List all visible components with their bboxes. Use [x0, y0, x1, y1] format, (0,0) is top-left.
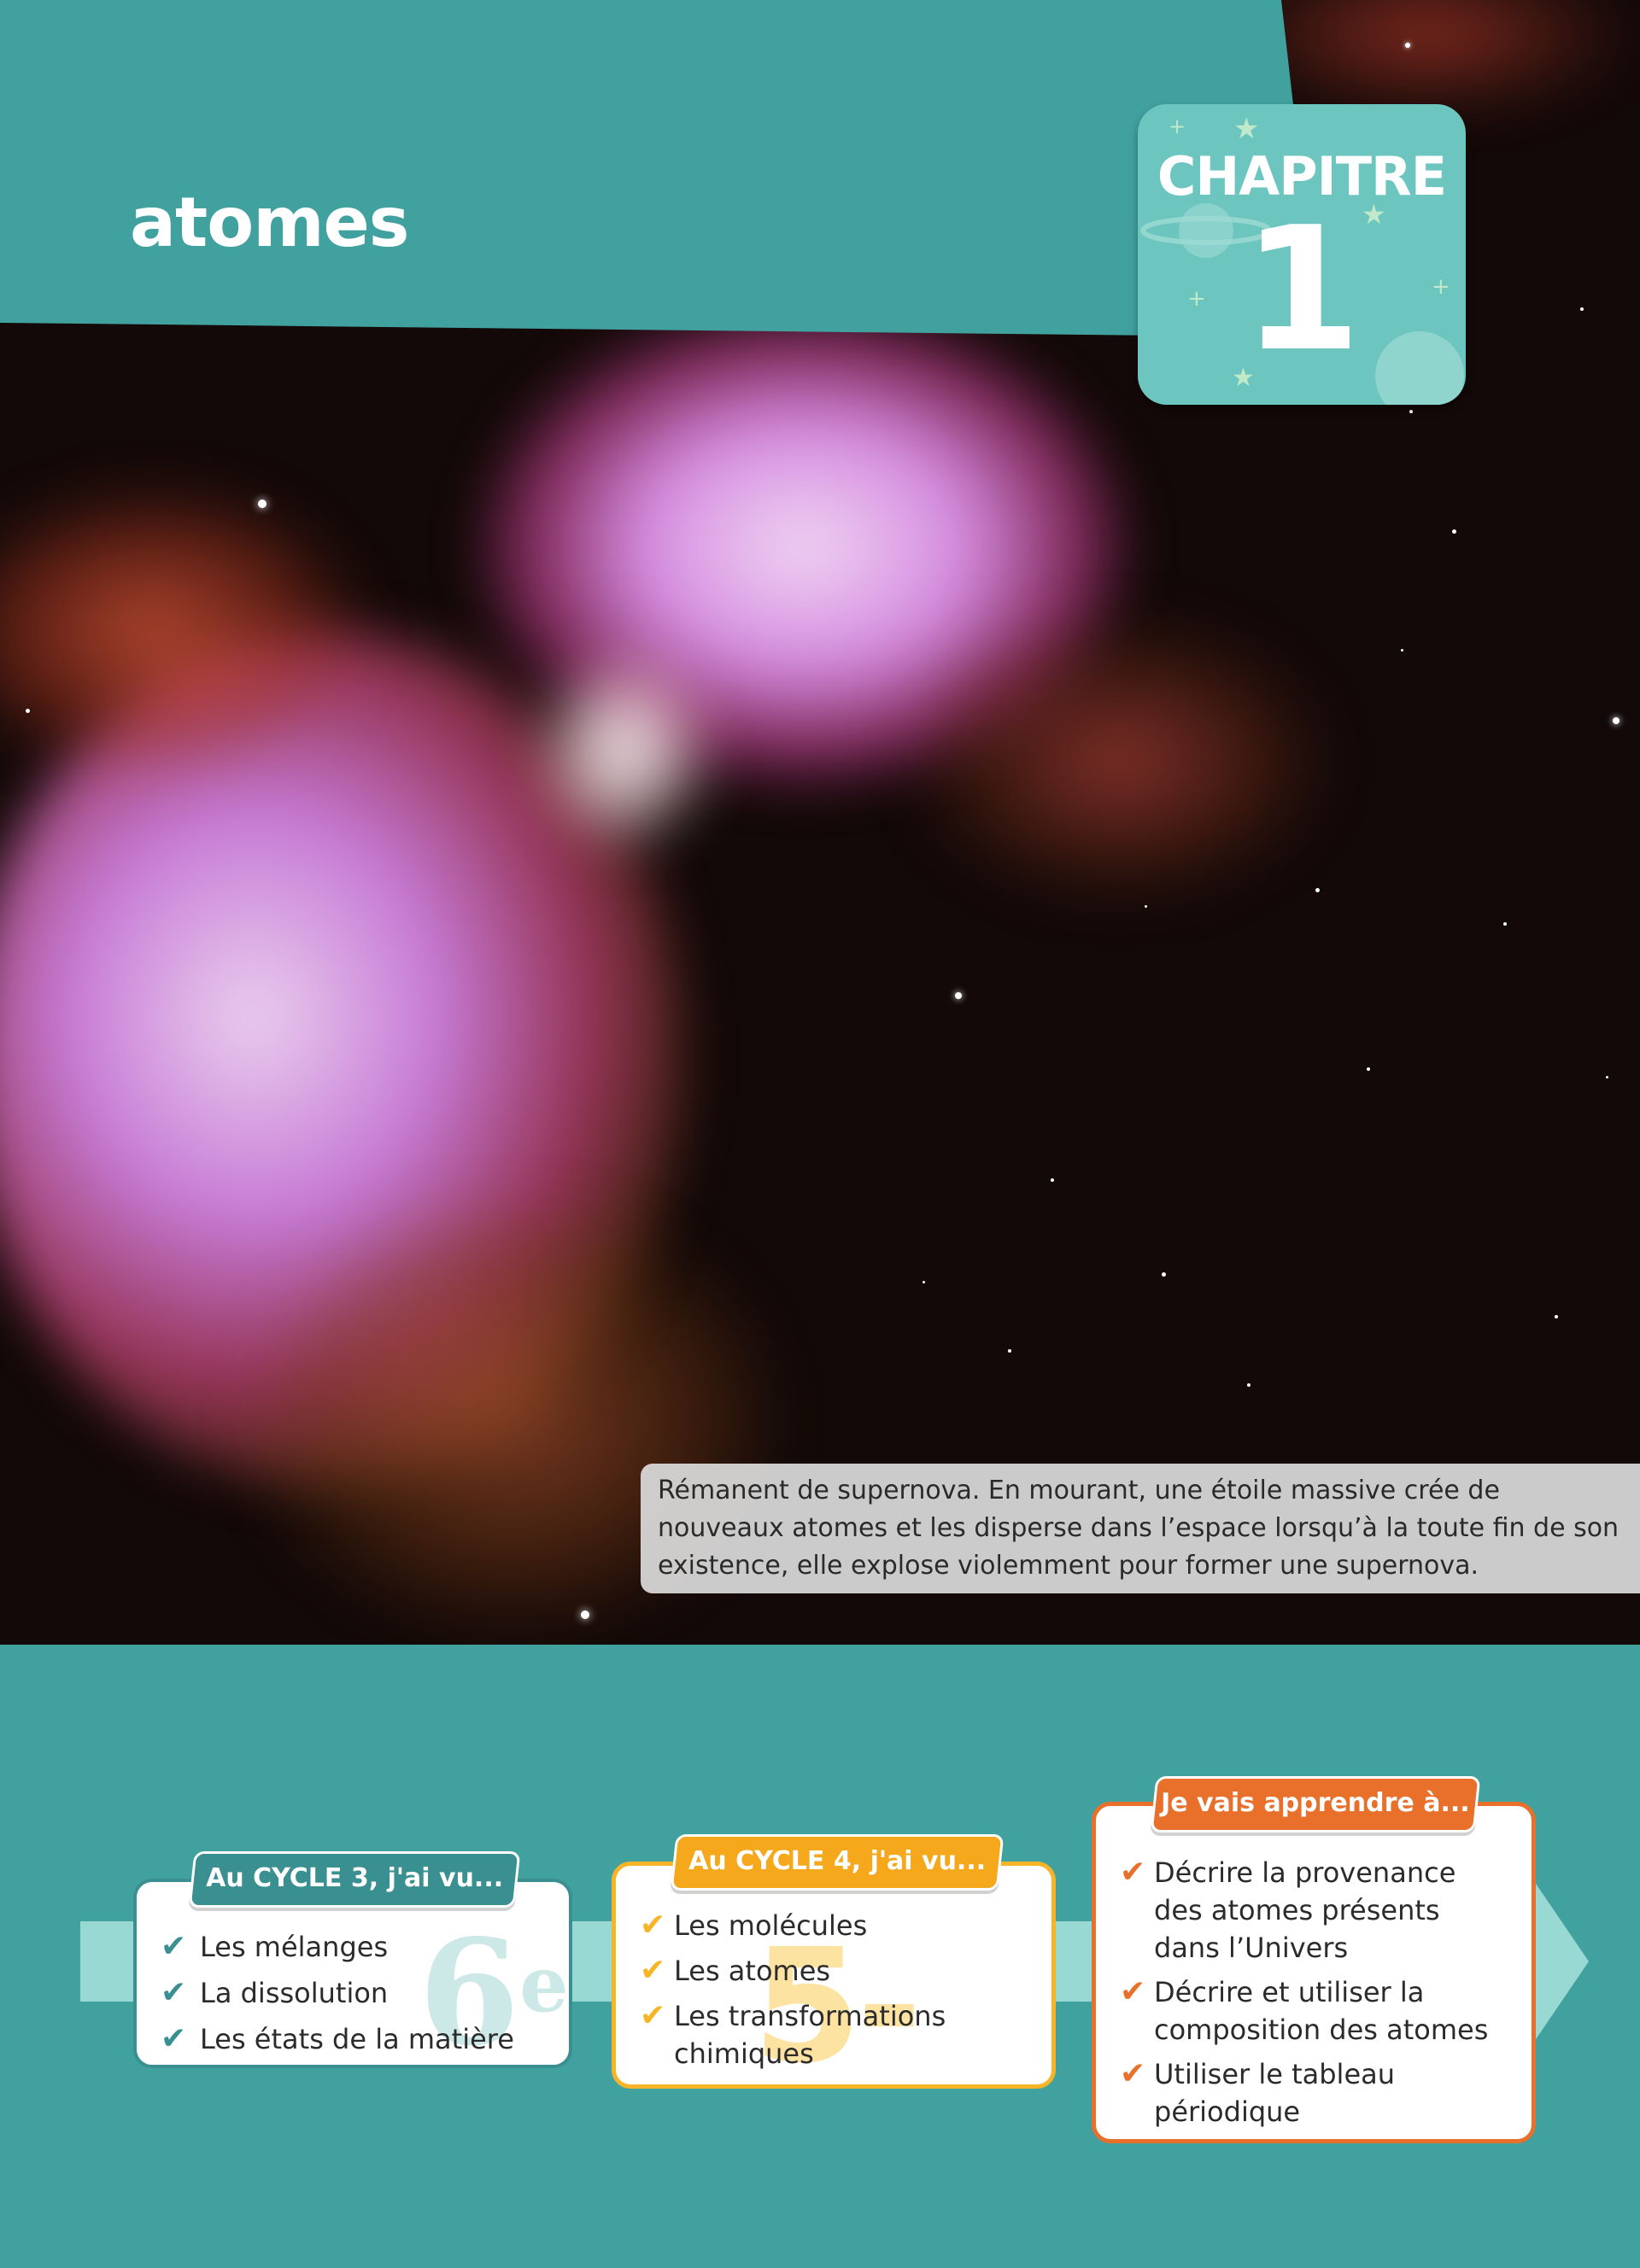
star — [1606, 1076, 1608, 1078]
list-item-text: Décrire la provenance des atomes présent… — [1154, 1856, 1456, 1964]
check-icon: ✔ — [1120, 2056, 1146, 2091]
cycle4-tab-label: Au CYCLE 4, j'ai vu... — [688, 1846, 987, 1876]
learning-goals-tab: Je vais apprendre à... — [1150, 1776, 1481, 1833]
list-item: ✔ Utiliser le tableau périodique — [1120, 2055, 1532, 2131]
list-item-text: Les états de la matière — [200, 2023, 514, 2055]
list-item: ✔ Décrire la provenance des atomes présen… — [1120, 1854, 1532, 1967]
svg-text:★: ★ — [1232, 363, 1255, 393]
svg-text:+: + — [1187, 286, 1206, 312]
chapter-number: 1 — [1242, 190, 1362, 389]
cycle3-card: 6e ✔ Les mélanges ✔ La dissolution ✔ Les ét… — [133, 1879, 572, 2068]
cycle3-tab: Au CYCLE 3, j'ai vu... — [188, 1851, 521, 1908]
list-item-text: Les atomes — [674, 1955, 831, 1987]
chapter-title: atomes — [130, 183, 409, 262]
grade-5-4e-watermark: 5-4e — [753, 1926, 1051, 2084]
check-icon: ✔ — [640, 1953, 666, 1988]
star — [1401, 649, 1403, 652]
star — [258, 500, 266, 508]
list-item: ✔ Les molécules — [640, 1907, 1051, 1944]
list-item-text: Les mélanges — [200, 1931, 389, 1963]
learning-goals-tab-label: Je vais apprendre à... — [1161, 1788, 1470, 1818]
cycle4-tab: Au CYCLE 4, j'ai vu... — [670, 1834, 1004, 1891]
list-item-text: Décrire et utiliser la composition des a… — [1154, 1976, 1489, 2046]
star — [1247, 1383, 1250, 1387]
cycle4-list: ✔ Les molécules ✔ Les atomes ✔ Les transfor… — [640, 1907, 1051, 2072]
arrow-head-icon — [1532, 1879, 1589, 2044]
badge-decoration-icon: ★ ★ ★ + + + — [1140, 112, 1464, 405]
svg-text:★: ★ — [1233, 112, 1259, 146]
svg-text:+: + — [1168, 114, 1186, 138]
grade-6e-watermark: 6e — [419, 1916, 569, 2065]
star — [1555, 1315, 1558, 1318]
star — [1051, 1178, 1054, 1182]
nebula-filaments-right — [905, 615, 1332, 905]
star — [1452, 529, 1456, 534]
star — [26, 709, 30, 713]
star — [1367, 1067, 1370, 1071]
grade-suffix: e — [519, 1939, 569, 2030]
learning-goals-list: ✔ Décrire la provenance des atomes présen… — [1120, 1854, 1532, 2131]
list-item-text: Les transformations chimiques — [674, 2000, 946, 2070]
check-icon: ✔ — [161, 1929, 187, 1964]
list-item: ✔ Décrire et utiliser la composition des … — [1120, 1973, 1532, 2049]
cycle3-tab-label: Au CYCLE 3, j'ai vu... — [206, 1863, 504, 1893]
svg-text:★: ★ — [1362, 198, 1386, 231]
star — [1008, 1349, 1011, 1353]
list-item-text: Utiliser le tableau périodique — [1154, 2058, 1396, 2128]
star — [1162, 1272, 1166, 1277]
grade-number: 6 — [419, 1908, 520, 2068]
check-icon: ✔ — [640, 1998, 666, 2033]
star — [1145, 905, 1147, 908]
list-item: ✔ Les états de la matière — [161, 2020, 569, 2058]
list-item: ✔ Les atomes — [640, 1952, 1051, 1990]
list-item-text: Les molécules — [674, 1909, 868, 1942]
check-icon: ✔ — [1120, 1855, 1146, 1890]
star — [1315, 888, 1320, 892]
star — [1613, 717, 1620, 724]
nebula-core — [530, 649, 718, 854]
star — [1409, 410, 1413, 413]
star — [1503, 922, 1507, 926]
star — [581, 1610, 589, 1619]
grade-number: 5-4 — [753, 1915, 922, 2089]
list-item: ✔ Les mélanges — [161, 1928, 569, 1966]
star — [1580, 307, 1584, 311]
cycle3-list: ✔ Les mélanges ✔ La dissolution ✔ Les états… — [161, 1928, 569, 2058]
chapter-badge-label: CHAPITRE — [1157, 145, 1447, 208]
list-item-text: La dissolution — [200, 1977, 389, 2009]
learning-goals-card: ✔ Décrire la provenance des atomes présen… — [1092, 1802, 1536, 2143]
star — [1405, 43, 1410, 48]
check-icon: ✔ — [161, 2021, 187, 2056]
star — [922, 1281, 925, 1283]
cycle4-card: 5-4e ✔Les molécules ✔Les atomes ✔Les tra… — [612, 1862, 1056, 2089]
nebula-filaments-left — [0, 478, 376, 786]
check-icon: ✔ — [640, 1908, 666, 1943]
check-icon: ✔ — [1120, 1974, 1146, 2009]
list-item: ✔ Les transformations chimiques — [640, 1997, 1051, 2072]
chapter-badge: ★ ★ ★ + + + CHAPITRE 1 — [1138, 104, 1466, 405]
list-item: ✔ La dissolution — [161, 1974, 569, 2012]
header-band — [0, 0, 1320, 337]
svg-text:+: + — [1432, 274, 1450, 300]
photo-caption: Rémanent de supernova. En mourant, une é… — [641, 1464, 1640, 1593]
check-icon: ✔ — [161, 1975, 187, 2010]
star — [955, 992, 962, 999]
